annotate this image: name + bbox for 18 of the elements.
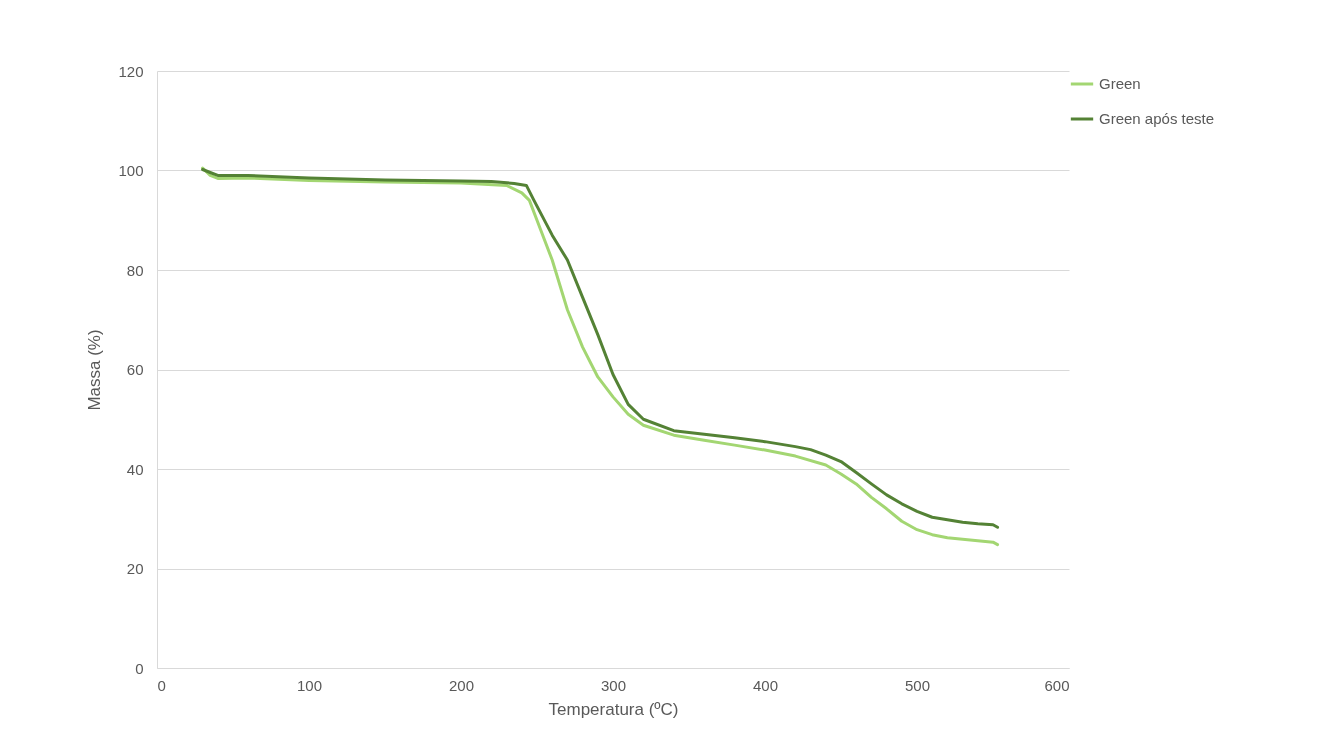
x-tick-label: 500 [904, 676, 931, 694]
x-axis-title: Temperatura (ºC) [548, 699, 679, 719]
legend-label: Green após teste [1099, 110, 1215, 127]
y-tick-label: 120 [118, 62, 144, 80]
x-tick-label: 100 [296, 676, 323, 694]
y-tick-label: 40 [126, 460, 144, 478]
y-tick-label: 20 [126, 560, 144, 577]
y-tick-label: 60 [126, 361, 144, 378]
x-tick-label: 400 [752, 676, 779, 694]
y-axis-title: Massa (%) [85, 329, 105, 411]
y-tick-label: 100 [118, 162, 144, 179]
x-tick-label: 200 [448, 676, 475, 694]
y-tick-label: 80 [126, 261, 144, 279]
y-tick-label: 0 [135, 659, 144, 677]
x-tick-label: 0 [157, 676, 166, 694]
x-tick-label: 300 [600, 676, 627, 694]
x-tick-label: 600 [1044, 676, 1070, 694]
legend-label: Green [1099, 75, 1141, 92]
